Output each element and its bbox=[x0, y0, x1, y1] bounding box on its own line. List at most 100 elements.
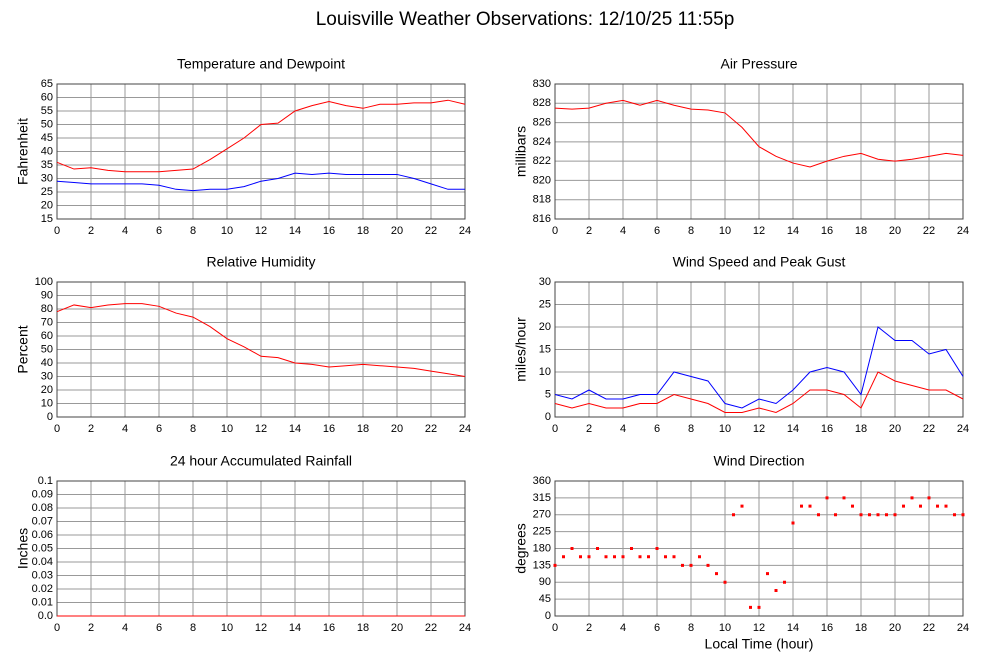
data-point bbox=[825, 496, 829, 500]
x-tick-label: 8 bbox=[688, 622, 694, 634]
x-tick-label: 24 bbox=[459, 225, 471, 237]
x-tick-label: 14 bbox=[787, 622, 799, 634]
y-tick-label: 35 bbox=[41, 159, 53, 171]
data-point bbox=[698, 555, 701, 559]
x-tick-label: 12 bbox=[255, 622, 267, 634]
data-point bbox=[621, 555, 625, 559]
x-tick-label: 20 bbox=[889, 622, 901, 634]
y-tick-label: 315 bbox=[533, 492, 551, 504]
x-tick-label: 12 bbox=[753, 622, 765, 634]
data-point bbox=[910, 496, 914, 500]
y-tick-label: 60 bbox=[41, 330, 53, 342]
x-tick-label: 24 bbox=[459, 622, 471, 634]
y-tick-label: 20 bbox=[41, 199, 53, 211]
y-tick-label: 828 bbox=[533, 97, 551, 109]
x-tick-label: 6 bbox=[654, 225, 660, 237]
y-tick-label: 15 bbox=[539, 343, 551, 355]
data-point bbox=[842, 496, 846, 500]
y-tick-label: 0 bbox=[545, 610, 551, 622]
data-line bbox=[56, 172, 465, 192]
y-tick-label: 0 bbox=[545, 411, 551, 423]
y-tick-label: 0.0 bbox=[38, 610, 53, 622]
x-tick-label: 22 bbox=[425, 423, 437, 435]
plot-frame bbox=[56, 281, 466, 418]
data-point bbox=[672, 555, 676, 559]
y-tick-label: 30 bbox=[41, 370, 53, 382]
y-tick-label: 10 bbox=[539, 366, 551, 378]
data-point bbox=[902, 504, 905, 508]
y-tick-label: 40 bbox=[41, 357, 53, 369]
x-tick-label: 4 bbox=[122, 423, 128, 435]
y-tick-label: 20 bbox=[41, 384, 53, 396]
x-tick-label: 20 bbox=[391, 225, 403, 237]
data-point bbox=[800, 504, 803, 508]
x-tick-label: 6 bbox=[156, 225, 162, 237]
x-tick-label: 12 bbox=[255, 225, 267, 237]
y-tick-label: 225 bbox=[533, 526, 551, 538]
y-tick-label: 0.1 bbox=[38, 475, 53, 487]
y-tick-label: 25 bbox=[41, 186, 53, 198]
data-point bbox=[851, 504, 854, 508]
data-point bbox=[808, 504, 812, 508]
data-line bbox=[56, 99, 466, 173]
data-point bbox=[868, 513, 871, 517]
y-tick-label: 65 bbox=[41, 78, 53, 90]
x-tick-label: 18 bbox=[855, 423, 867, 435]
y-tick-label: 360 bbox=[533, 475, 551, 487]
x-tick-label: 10 bbox=[221, 225, 233, 237]
y-tick-label: 90 bbox=[539, 576, 551, 588]
x-tick-label: 16 bbox=[323, 622, 335, 634]
y-tick-label: 25 bbox=[539, 298, 551, 310]
x-tick-label: 22 bbox=[425, 225, 437, 237]
x-tick-label: 24 bbox=[957, 622, 969, 634]
y-tick-label: 0.01 bbox=[32, 596, 53, 608]
x-tick-label: 4 bbox=[122, 622, 128, 634]
data-point bbox=[859, 513, 863, 517]
x-tick-label: 18 bbox=[855, 622, 867, 634]
data-point bbox=[757, 605, 761, 609]
x-tick-label: 22 bbox=[923, 423, 935, 435]
data-point bbox=[604, 555, 608, 559]
x-tick-label: 18 bbox=[357, 225, 369, 237]
y-tick-label: 20 bbox=[539, 321, 551, 333]
data-point bbox=[944, 504, 948, 508]
chart-title: 24 hour Accumulated Rainfall bbox=[170, 453, 352, 469]
data-point bbox=[596, 547, 599, 550]
y-tick-label: 5 bbox=[545, 388, 551, 400]
x-tick-label: 16 bbox=[821, 622, 833, 634]
x-tick-label: 8 bbox=[688, 225, 694, 237]
x-tick-label: 18 bbox=[357, 423, 369, 435]
y-tick-label: 70 bbox=[41, 316, 53, 328]
y-axis-label: Percent bbox=[15, 325, 31, 373]
x-tick-label: 18 bbox=[357, 622, 369, 634]
y-tick-label: 90 bbox=[41, 289, 53, 301]
data-point bbox=[834, 513, 837, 517]
x-tick-label: 6 bbox=[156, 622, 162, 634]
x-tick-label: 14 bbox=[289, 622, 301, 634]
y-tick-label: 55 bbox=[41, 105, 53, 117]
data-point bbox=[732, 513, 735, 517]
y-tick-label: 50 bbox=[41, 343, 53, 355]
x-tick-label: 6 bbox=[156, 423, 162, 435]
x-tick-label: 4 bbox=[620, 622, 626, 634]
x-tick-label: 20 bbox=[391, 622, 403, 634]
y-tick-label: 135 bbox=[533, 559, 551, 571]
data-point bbox=[715, 572, 718, 576]
data-point bbox=[740, 504, 744, 508]
y-tick-label: 0.06 bbox=[32, 529, 53, 541]
x-tick-label: 8 bbox=[190, 622, 196, 634]
y-tick-label: 830 bbox=[533, 78, 551, 90]
chart-title: Air Pressure bbox=[720, 56, 797, 72]
data-point bbox=[961, 513, 965, 517]
data-point bbox=[766, 572, 769, 576]
data-point bbox=[723, 580, 727, 584]
y-axis-label: Inches bbox=[15, 528, 31, 569]
x-tick-label: 0 bbox=[552, 622, 558, 634]
y-axis-label: degrees bbox=[513, 523, 529, 574]
data-point bbox=[706, 563, 710, 567]
x-tick-label: 10 bbox=[719, 622, 731, 634]
x-tick-label: 12 bbox=[255, 423, 267, 435]
x-tick-label: 22 bbox=[425, 622, 437, 634]
x-tick-label: 20 bbox=[889, 225, 901, 237]
